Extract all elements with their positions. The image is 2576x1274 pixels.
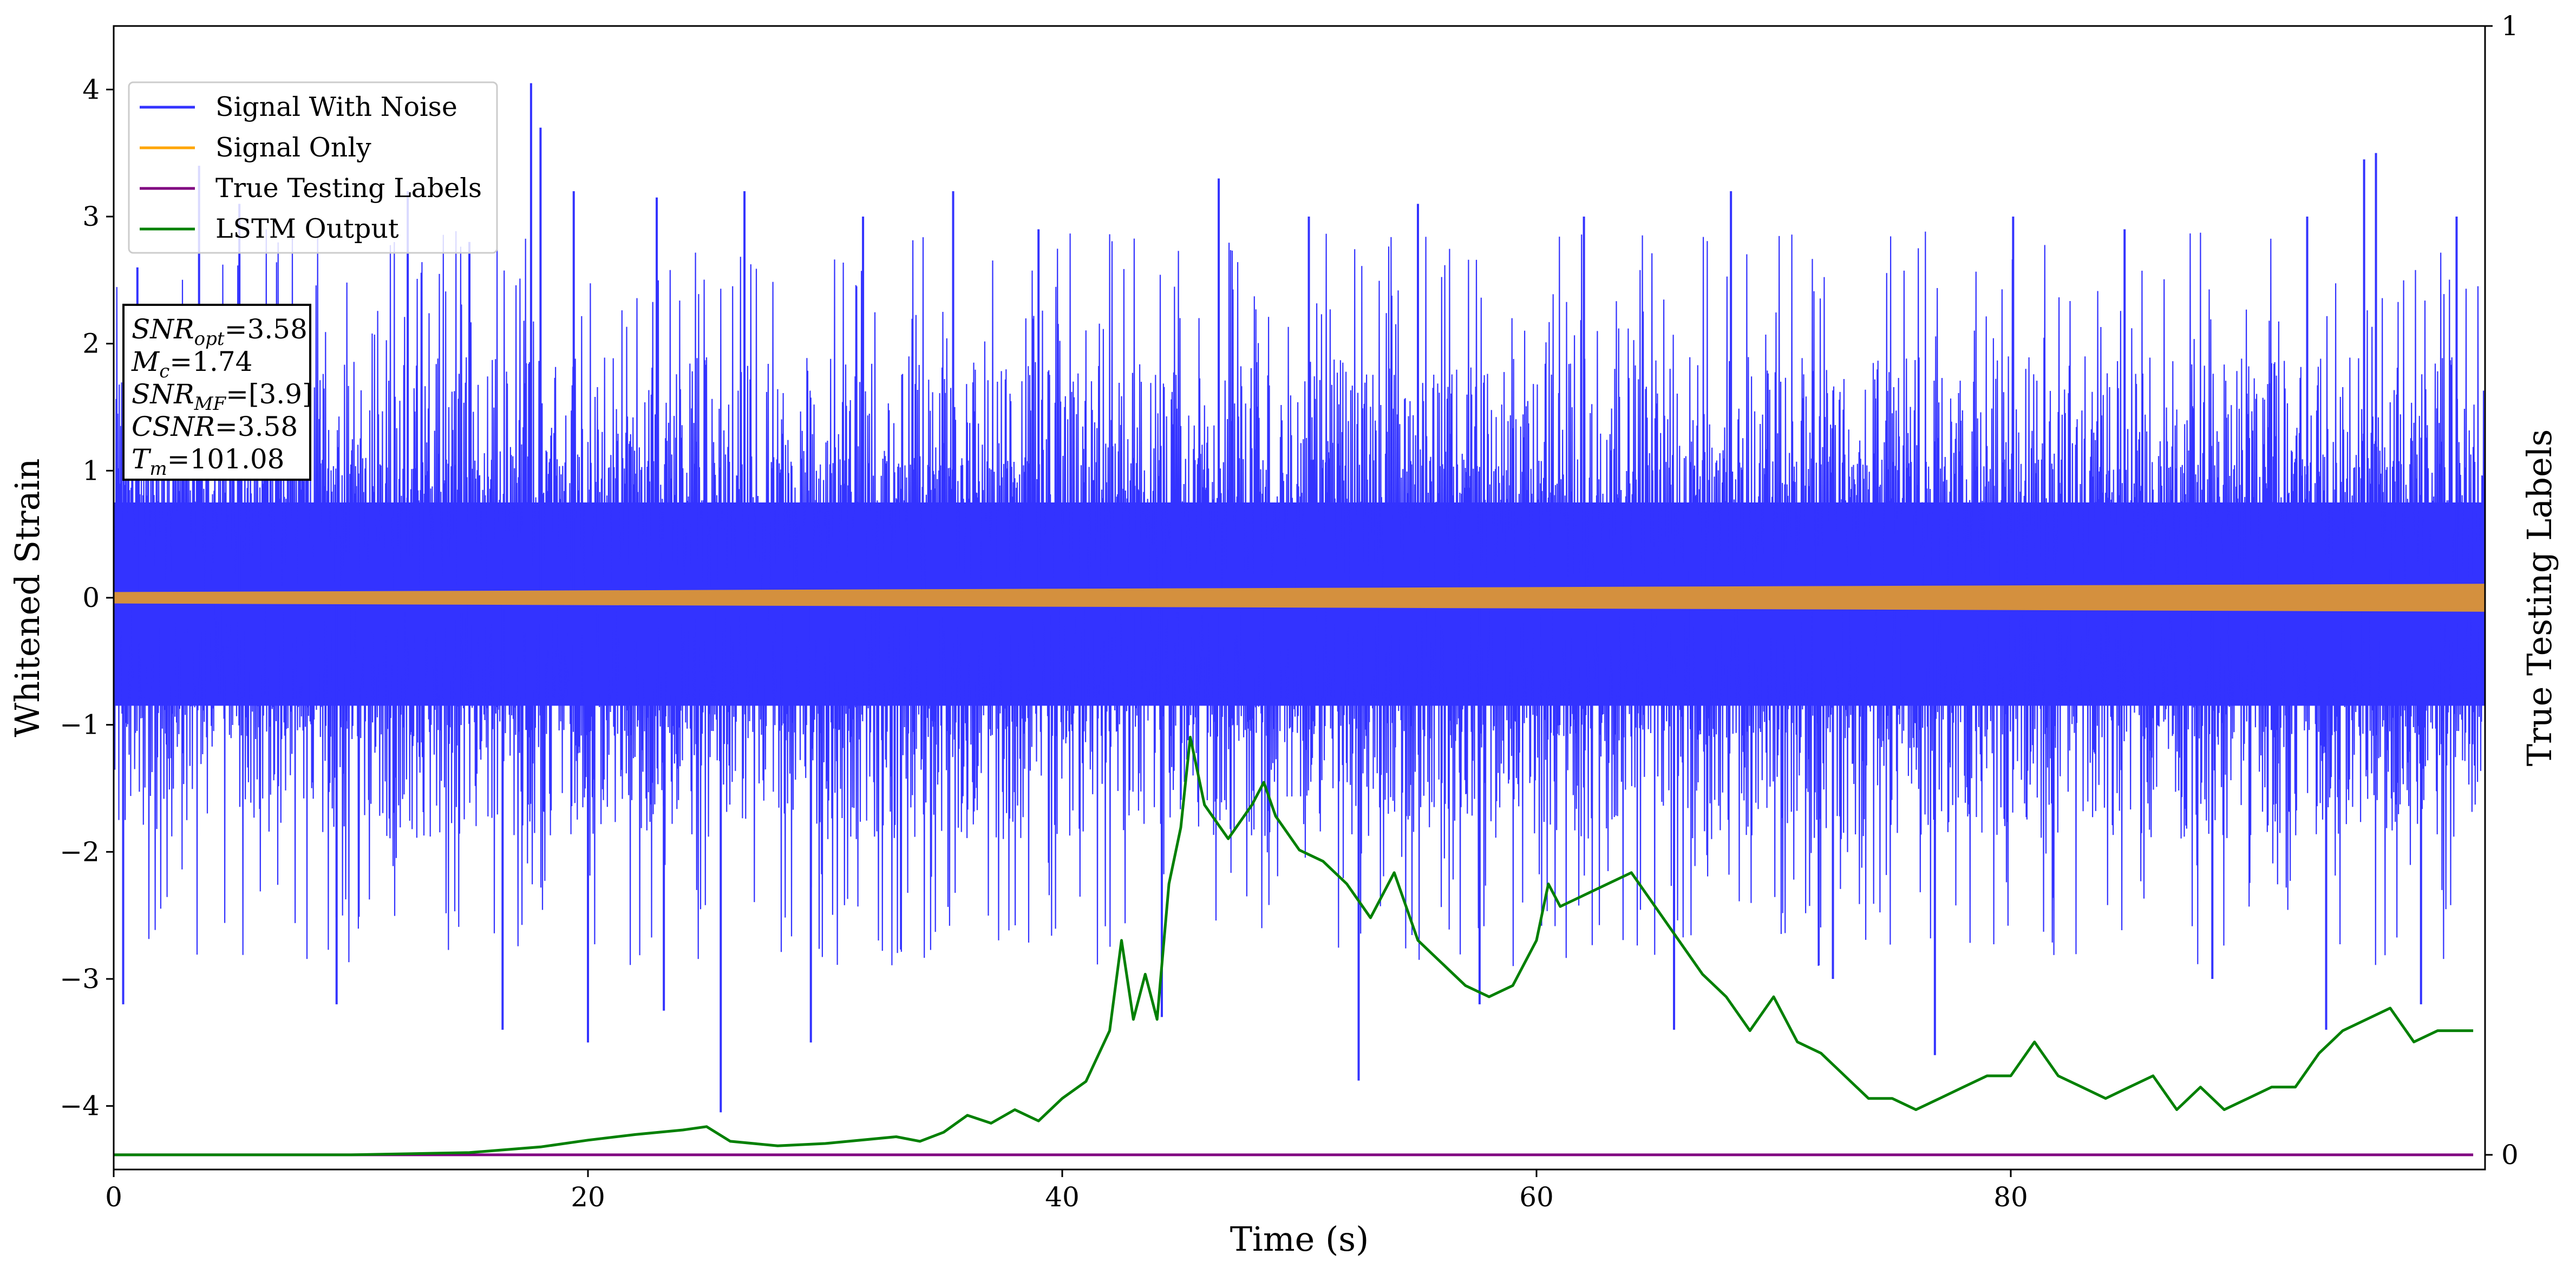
y-tick-label: 0 bbox=[82, 582, 100, 613]
y-tick-label: 1 bbox=[82, 455, 100, 486]
annotation-symbol: CSNR bbox=[132, 411, 215, 442]
noise-trace bbox=[114, 229, 2485, 966]
y2-tick-label: 0 bbox=[2501, 1139, 2519, 1171]
y-axis-label: Whitened Strain bbox=[8, 459, 47, 737]
y2-axis-label: True Testing Labels bbox=[2520, 429, 2559, 767]
legend-label-true-testing-labels: True Testing Labels bbox=[215, 173, 482, 204]
x-tick-label: 80 bbox=[1993, 1181, 2028, 1213]
y-tick-label: 3 bbox=[82, 201, 100, 232]
annotation-subscript: opt bbox=[194, 328, 225, 350]
annotation-line-chirp-mass: Mc=1.74 bbox=[131, 346, 252, 382]
x-axis-label: Time (s) bbox=[1230, 1219, 1369, 1259]
y-tick-label: −3 bbox=[60, 963, 100, 995]
annotation-line-csnr: CSNR=3.58 bbox=[132, 411, 298, 442]
y2-tick-label: 1 bbox=[2501, 10, 2519, 42]
annotation-symbol: SNR bbox=[132, 313, 194, 345]
annotation-line-snr-mf: SNRMF=[3.9] bbox=[132, 378, 313, 415]
legend-box bbox=[128, 81, 498, 254]
legend-label-signal-only: Signal Only bbox=[215, 132, 371, 163]
legend-label-signal-with-noise: Signal With Noise bbox=[215, 92, 457, 122]
plot-area bbox=[114, 83, 2485, 1157]
annotation-subscript: MF bbox=[194, 393, 227, 415]
annotation-symbol: M bbox=[131, 346, 160, 377]
series-lstm-output bbox=[114, 736, 2474, 1157]
annotation-subscript: c bbox=[159, 361, 169, 382]
legend: Signal With Noise Signal Only True Testi… bbox=[128, 81, 498, 254]
annotation-symbol: T bbox=[132, 443, 152, 475]
y-axis-ticks: 4 3 2 1 0 −1 −2 −3 −4 bbox=[60, 74, 114, 1122]
y2-axis-ticks: 10 bbox=[2485, 10, 2519, 1171]
y-tick-label: 4 bbox=[82, 74, 100, 105]
y-tick-label: −4 bbox=[60, 1090, 100, 1122]
annotation-value: =[3.9] bbox=[226, 378, 312, 410]
annotation-value: =3.58 bbox=[225, 313, 308, 345]
y-tick-label: −1 bbox=[60, 709, 100, 741]
y-tick-label: −2 bbox=[60, 836, 100, 867]
annotation-value: =3.58 bbox=[215, 411, 298, 442]
x-axis-ticks: 0 20 40 60 80 bbox=[105, 1170, 2028, 1213]
y-tick-label: 2 bbox=[82, 328, 100, 360]
annotation-box bbox=[122, 304, 311, 481]
annotation-line-merger-time: Tm=101.08 bbox=[132, 443, 284, 480]
annotation-value: =101.08 bbox=[167, 443, 285, 475]
series-signal-only bbox=[114, 584, 2485, 612]
annotation-subscript: m bbox=[149, 458, 167, 480]
x-tick-label: 60 bbox=[1519, 1181, 1554, 1213]
x-tick-label: 20 bbox=[571, 1181, 605, 1213]
signal-only-band bbox=[114, 584, 2485, 612]
x-tick-label: 40 bbox=[1045, 1181, 1080, 1213]
lstm-output-line bbox=[114, 736, 2474, 1157]
x-tick-label: 0 bbox=[105, 1181, 122, 1213]
annotation-symbol: SNR bbox=[132, 378, 194, 410]
legend-label-lstm-output: LSTM Output bbox=[215, 213, 399, 244]
annotation-line-snr-opt: SNRopt=3.58 bbox=[132, 313, 308, 350]
annotation-value: =1.74 bbox=[169, 346, 252, 377]
parameter-annotation: SNRopt=3.58 Mc=1.74 SNRMF=[3.9] CSNR=3.5… bbox=[122, 304, 313, 481]
